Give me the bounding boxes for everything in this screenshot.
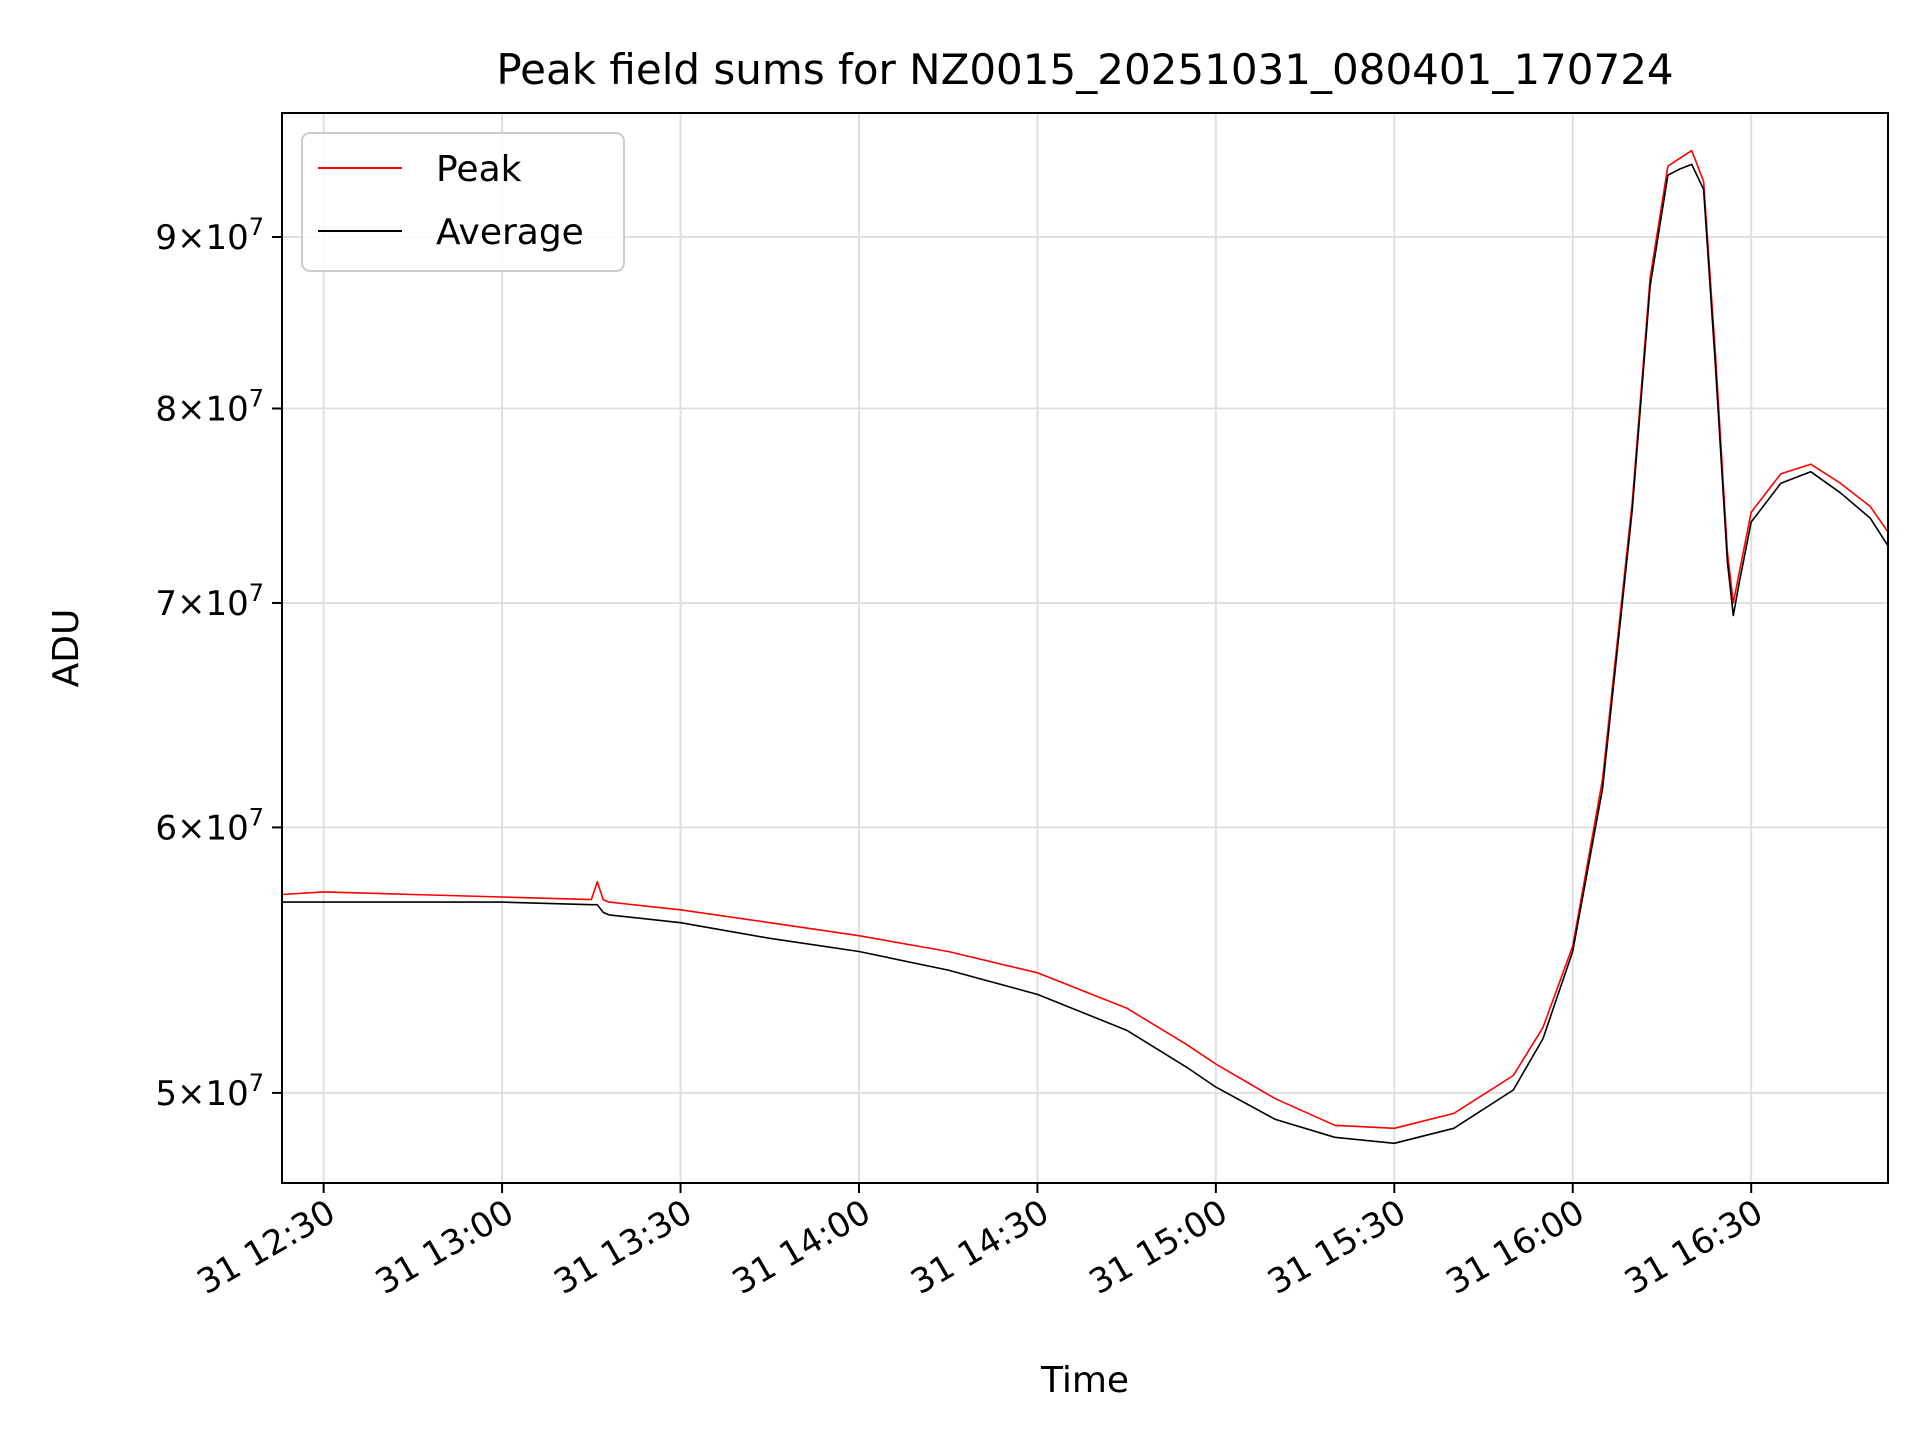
legend-label-average: Average	[436, 212, 584, 253]
y-tick-mantissa: 5×10	[155, 1074, 248, 1114]
legend-label-peak: Peak	[436, 149, 522, 190]
series-layer	[281, 149, 1889, 1145]
chart-title: Peak field sums for NZ0015_20251031_0804…	[496, 45, 1673, 94]
y-tick-mantissa: 9×10	[155, 218, 248, 258]
y-tick-mantissa: 6×10	[155, 808, 248, 848]
y-tick-label: 5×107	[155, 1069, 264, 1114]
series-line-average	[282, 163, 1889, 1145]
y-axis-label: ADU	[46, 609, 87, 688]
y-tick-label: 6×107	[155, 803, 264, 848]
series-line-peak	[281, 149, 1889, 1130]
y-tick-label: 8×107	[155, 385, 264, 430]
y-tick-exponent: 7	[249, 385, 264, 413]
plot-frame	[281, 112, 1889, 1184]
y-tick-mantissa: 8×10	[155, 390, 248, 430]
y-tick-exponent: 7	[249, 803, 264, 831]
legend: Peak Average	[301, 132, 625, 272]
y-tick-exponent: 7	[249, 213, 264, 241]
y-tick-label: 9×107	[155, 213, 264, 258]
x-axis-label: Time	[1040, 1360, 1129, 1401]
grid	[282, 113, 1888, 1183]
y-tick-exponent: 7	[249, 1069, 264, 1097]
y-tick-label: 7×107	[155, 579, 264, 624]
y-tick-mantissa: 7×10	[155, 584, 248, 624]
y-tick-exponent: 7	[249, 579, 264, 607]
